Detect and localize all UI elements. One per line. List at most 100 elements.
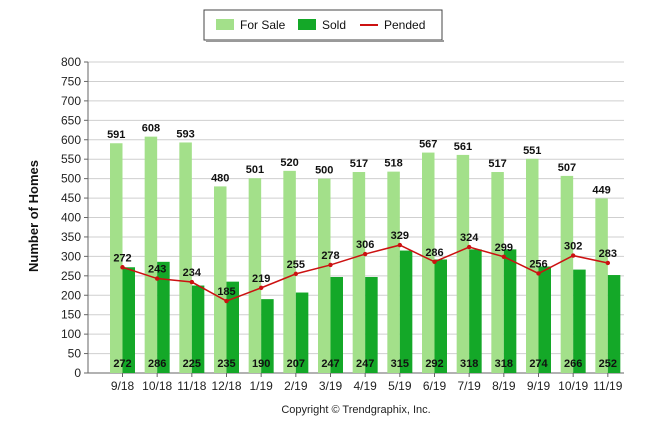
pended-point [154,276,160,281]
sold-value-label: 272 [113,358,131,370]
sold-value-label: 318 [460,358,478,370]
y-tick-label: 600 [61,133,81,147]
pended-value-label: 278 [321,250,339,262]
sold-value-label: 315 [391,358,409,370]
x-tick-label: 1/19 [249,379,273,393]
for-sale-value-label: 591 [107,129,125,141]
x-tick-label: 5/19 [388,379,412,393]
x-tick-label: 9/18 [111,379,135,393]
bar-for-sale [491,172,504,373]
for-sale-value-label: 520 [280,157,298,169]
y-tick-label: 650 [61,113,81,127]
bar-for-sale [214,186,227,373]
bar-for-sale [248,178,262,373]
for-sale-value-label: 500 [315,165,333,177]
pended-value-label: 256 [529,258,547,270]
pended-value-label: 306 [356,239,374,251]
y-tick-label: 50 [68,347,82,361]
y-tick-label: 0 [74,366,81,380]
bar-sold [365,276,378,373]
bar-for-sale [110,143,123,373]
pended-point [605,260,611,266]
y-tick-label: 100 [61,327,81,341]
bar-sold [122,267,135,373]
bar-for-sale [318,178,331,373]
sold-value-label: 286 [148,358,166,370]
x-tick-label: 11/18 [177,379,206,393]
bar-sold [226,281,239,373]
bar-for-sale [387,171,400,373]
for-sale-value-label: 480 [211,172,229,184]
pended-point [258,285,264,291]
x-tick-label: 10/18 [142,379,172,393]
bars [110,136,621,373]
y-tick-label: 350 [61,230,81,244]
y-axis-title: Number of Homes [26,160,41,272]
x-tick-label: 11/19 [593,379,622,393]
y-tick-label: 150 [61,308,81,322]
pended-point [120,265,125,270]
sold-value-label: 292 [425,358,443,370]
pended-point [466,244,472,250]
pended-point [432,259,437,265]
pended-value-label: 324 [460,232,479,244]
pended-point [570,253,576,258]
bar-sold [295,292,309,373]
sold-value-label: 247 [356,358,374,370]
value-labels: 591 272 608 286 593 225 480 235 501 190 520 207 500 2… [107,123,617,370]
x-tick-label: 12/18 [211,379,241,393]
pended-point [189,279,195,285]
x-tick-label: 2/19 [284,379,308,393]
sold-value-label: 266 [564,358,582,370]
for-sale-value-label: 517 [350,158,368,170]
sold-value-label: 207 [287,358,305,370]
pended-value-label: 234 [183,267,202,279]
y-tick-label: 400 [61,211,81,225]
bar-for-sale [595,198,608,373]
x-tick-label: 8/19 [492,379,516,393]
legend-box [203,9,443,41]
sold-value-label: 235 [217,358,235,370]
pended-value-label: 272 [113,252,131,264]
x-tick-label: 10/19 [558,379,588,393]
pended-value-label: 299 [495,242,513,254]
bar-for-sale [456,154,470,373]
pended-value-label: 255 [287,259,305,271]
bar-sold [573,269,586,373]
pended-point [362,251,368,257]
pended-value-label: 219 [252,273,270,285]
pended-value-label: 283 [599,248,617,260]
y-tick-label: 500 [61,172,81,186]
pended-point [501,254,507,259]
pended-value-label: 243 [148,264,166,276]
pended-point [224,298,229,304]
pended-value-label: 286 [425,247,443,259]
legend-swatch-for-sale [216,19,234,30]
bar-for-sale [283,170,296,373]
y-tick-label: 200 [61,288,81,302]
sold-value-label: 247 [321,358,339,370]
bar-sold [503,249,517,373]
y-tick-label: 700 [61,94,81,108]
y-tick-label: 250 [61,269,81,283]
y-tick-label: 750 [61,74,81,88]
bar-sold [469,249,482,373]
for-sale-value-label: 567 [419,139,437,151]
pended-value-label: 302 [564,241,582,253]
pended-point [328,262,333,268]
bar-for-sale [179,142,192,373]
legend-label: Pended [384,18,425,32]
x-tick-label: 4/19 [353,379,377,393]
sold-value-label: 318 [495,358,513,370]
x-axis: 9/18 10/18 11/18 12/18 1/19 2/19 3/19 4/19 5/19 6… [111,373,623,393]
bar-sold [607,275,621,373]
legend-label: Sold [322,18,346,32]
legend-swatch-sold [298,19,316,30]
sold-value-label: 274 [529,358,548,370]
sold-value-label: 190 [252,358,270,370]
y-tick-label: 800 [61,55,81,69]
y-tick-label: 550 [61,152,81,166]
legend-label: For Sale [240,18,286,32]
